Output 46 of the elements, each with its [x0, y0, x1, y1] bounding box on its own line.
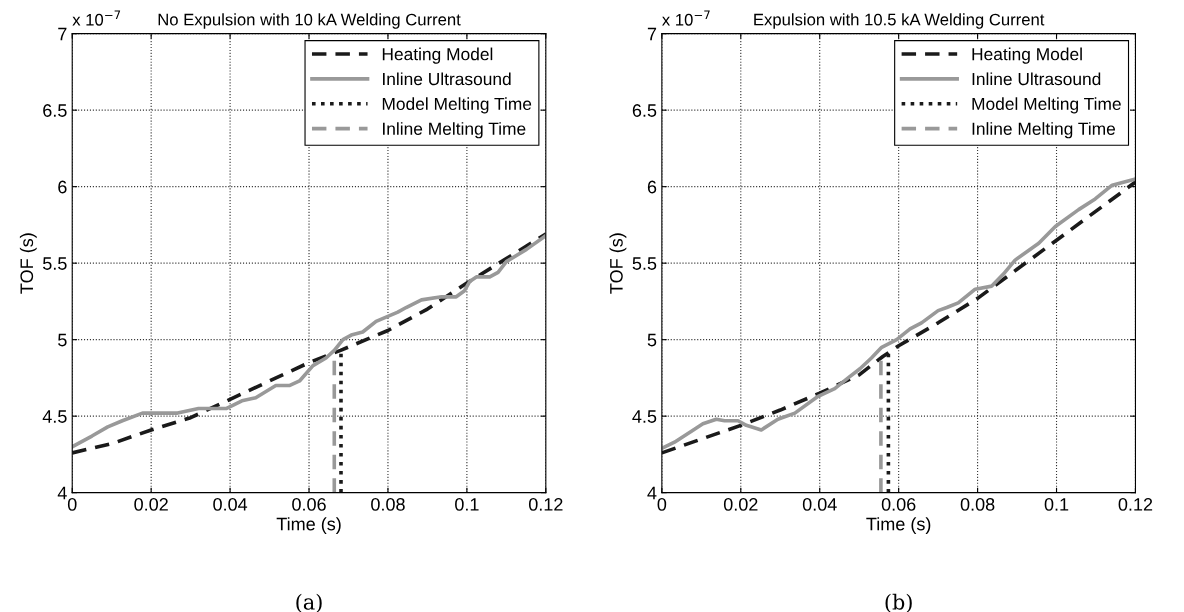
y-axis-title: TOF (s)	[609, 233, 627, 294]
text: (a)	[296, 593, 322, 612]
x-tick-label: 0	[67, 498, 77, 511]
y-axis-title: TOF (s)	[19, 233, 37, 294]
x-tick-label: 0.04	[213, 498, 248, 511]
x-tick-label: 0.08	[371, 498, 405, 511]
y-tick-label: 6.5	[43, 104, 67, 117]
legend-label: Inline Melting Time	[972, 122, 1116, 139]
x-tick-label: 0.04	[802, 498, 837, 511]
y-tick-label: 5	[647, 333, 657, 347]
x-tick-label: 0.12	[528, 498, 563, 511]
y-tick-label: 4	[57, 486, 67, 500]
x-axis-title: Time (s)	[866, 517, 931, 534]
legend-label: Model Melting Time	[972, 97, 1121, 114]
text: x 10$^{−7}$	[72, 10, 121, 26]
y-tick-label: 5	[58, 333, 67, 347]
chart-title: No Expulsion with 10 kA Welding Current	[158, 13, 461, 29]
text: x 10$^{−7}$	[662, 10, 710, 26]
y-tick-label: 7	[58, 27, 67, 41]
x-tick-label: 0.02	[134, 498, 168, 511]
x-tick-label: 0.1	[1044, 498, 1069, 511]
x-tick-label: 0.02	[723, 498, 758, 511]
legend-label: Inline Melting Time	[383, 122, 526, 139]
chart-title: Expulsion with 10.5 kA Welding Current	[754, 13, 1045, 29]
legend-label: Heating Model	[972, 47, 1082, 64]
x-axis-title: Time (s)	[276, 517, 341, 534]
y-tick-label: 6.5	[632, 104, 657, 117]
y-tick-label: 4.5	[42, 410, 67, 423]
legend-label: Heating Model	[382, 47, 493, 64]
y-tick-label: 5.5	[632, 257, 657, 270]
y-tick-label: 5.5	[42, 257, 67, 270]
y-tick-label: 4	[647, 486, 657, 500]
x-tick-label: 0.06	[292, 498, 326, 511]
y-tick-label: 6	[647, 180, 657, 194]
y-tick-label: 4.5	[632, 410, 657, 423]
x-tick-label: 0.08	[960, 498, 995, 511]
x-tick-label: 0.12	[1118, 498, 1153, 511]
text: (b)	[885, 593, 912, 612]
x-tick-label: 0	[657, 498, 667, 511]
legend-label: Inline Ultrasound	[383, 72, 511, 86]
x-tick-label: 0.06	[881, 498, 916, 511]
y-tick-label: 7	[647, 27, 657, 41]
legend-label: Inline Ultrasound	[972, 72, 1101, 86]
y-tick-label: 6	[58, 180, 67, 194]
legend-label: Model Melting Time	[382, 97, 532, 114]
x-tick-label: 0.1	[455, 498, 479, 511]
